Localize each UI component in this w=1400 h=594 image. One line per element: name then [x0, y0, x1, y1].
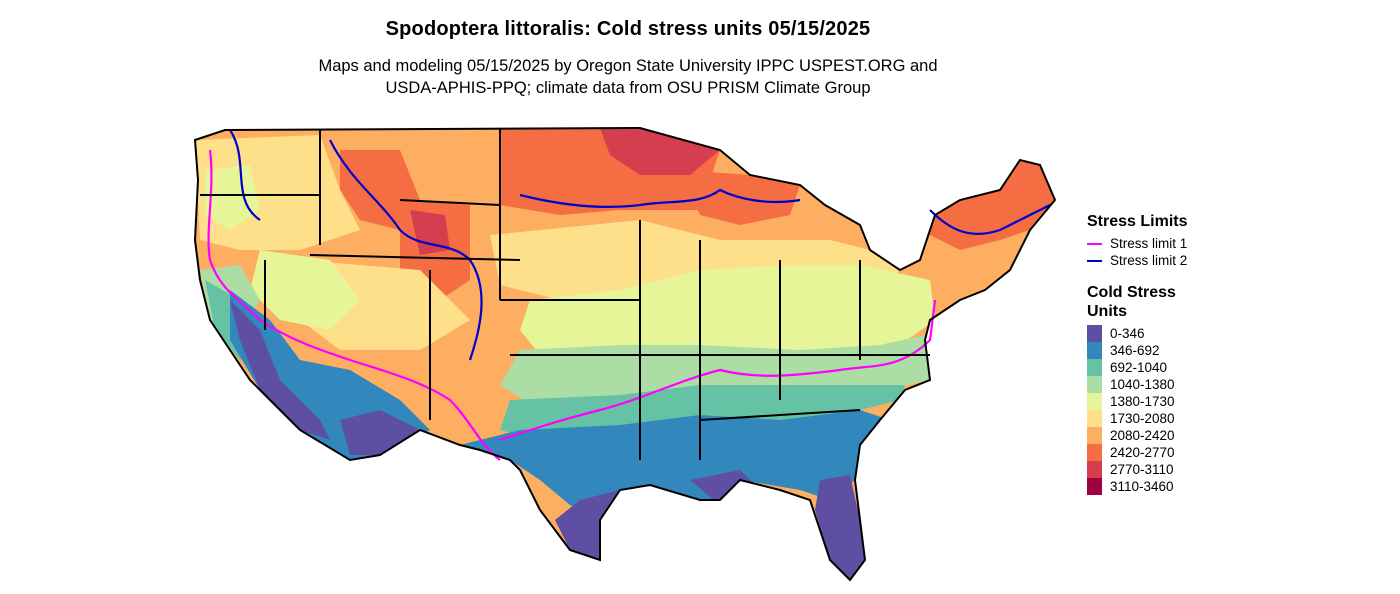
legend-label: 0-346 [1110, 326, 1145, 341]
stress-limit-1-contours [207, 149, 937, 461]
legend-swatch [1087, 342, 1102, 359]
legend-label: 2080-2420 [1110, 428, 1175, 443]
cold-stress-units-title-line-2: Units [1087, 303, 1127, 320]
legend-label: 1730-2080 [1110, 411, 1175, 426]
stress-limit-2-swatch [1087, 260, 1102, 262]
legend-swatch [1087, 410, 1102, 427]
stress-limit-1-label: Stress limit 1 [1110, 236, 1188, 251]
cold-stress-units-legend-title: Cold Stress Units [1087, 283, 1176, 321]
legend-swatch [1087, 376, 1102, 393]
legend-swatch [1087, 427, 1102, 444]
stress-limits-legend-title: Stress Limits [1087, 213, 1188, 230]
us-cold-stress-map [193, 126, 1057, 582]
legend-swatch [1087, 393, 1102, 410]
stress-limit-2-label: Stress limit 2 [1110, 253, 1188, 268]
legend-label: 3110-3460 [1110, 479, 1174, 494]
subtitle-line-2: USDA-APHIS-PPQ; climate data from OSU PR… [385, 79, 871, 97]
legend-label: 2420-2770 [1110, 445, 1175, 460]
stress-limit-2-contours [229, 129, 1051, 361]
legend-swatch [1087, 444, 1102, 461]
state-borders [193, 126, 1057, 582]
legend-label: 692-1040 [1110, 360, 1168, 375]
legend-label: 2770-3110 [1110, 462, 1174, 477]
stress-limit-1-swatch [1087, 243, 1102, 245]
legend-label: 1040-1380 [1110, 377, 1175, 392]
legend-swatch [1087, 325, 1102, 342]
map-subtitle: Maps and modeling 05/15/2025 by Oregon S… [0, 55, 1256, 99]
legend-swatch [1087, 359, 1102, 376]
legend-label: 346-692 [1110, 343, 1160, 358]
legend-swatch [1087, 478, 1102, 495]
subtitle-line-1: Maps and modeling 05/15/2025 by Oregon S… [318, 57, 938, 75]
legend-swatch [1087, 461, 1102, 478]
map-title: Spodoptera littoralis: Cold stress units… [385, 18, 871, 40]
cold-stress-units-title-line-1: Cold Stress [1087, 284, 1176, 301]
legend-label: 1380-1730 [1110, 394, 1175, 409]
